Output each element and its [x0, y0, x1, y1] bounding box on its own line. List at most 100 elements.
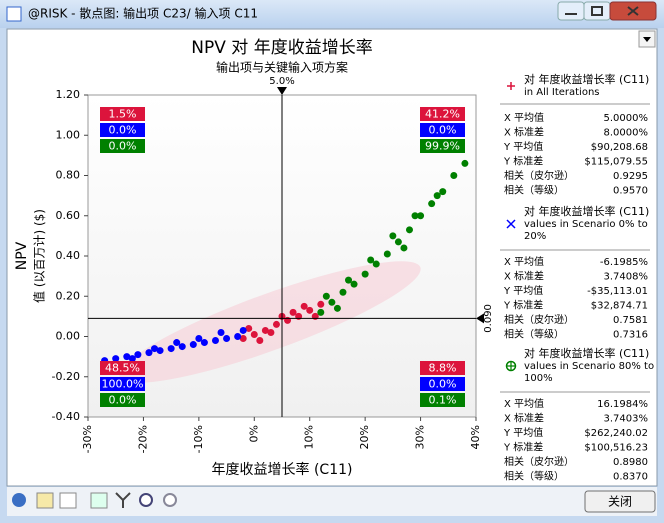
stats-key: X 标准差	[504, 270, 544, 283]
y-tick-label: 0.40	[56, 249, 81, 262]
stats-value: -$35,113.01	[587, 286, 648, 297]
stats-value: 0.8370	[613, 472, 648, 483]
stats-key: X 标准差	[504, 412, 544, 425]
scatter-point	[256, 337, 264, 345]
title-bar	[0, 0, 664, 28]
quadrant-box	[100, 139, 145, 153]
stats-heading: 20%	[524, 231, 546, 242]
crosshair-x-handle	[277, 87, 287, 95]
y-tick-label: 0.20	[56, 289, 81, 302]
stats-key: Y 标准差	[503, 441, 543, 454]
window-title: @RISK - 散点图: 输出项 C23/ 输入项 C11	[28, 6, 258, 21]
quadrant-label: 41.2%	[425, 108, 460, 121]
stats-value: 0.9295	[613, 171, 648, 182]
stats-value: 16.1984%	[597, 399, 648, 410]
x-tick-label: 20%	[358, 425, 371, 449]
quadrant-label: 48.5%	[105, 362, 140, 375]
stats-heading: 对 年度收益增长率 (C11)	[524, 72, 649, 86]
quadrant-label: 0.0%	[109, 124, 137, 137]
scatter-point	[361, 270, 369, 278]
stats-heading: 100%	[524, 373, 553, 384]
crosshair-y-handle	[476, 313, 484, 324]
scatter-point	[134, 351, 142, 359]
scatter-point	[339, 288, 347, 296]
chart-subtitle: 输出项与关键输入项方案	[216, 60, 348, 75]
close-button[interactable]	[584, 490, 656, 513]
scatter-point	[461, 159, 469, 167]
dropdown-arrow	[643, 37, 651, 42]
stats-value: 0.8980	[613, 457, 648, 468]
report-button[interactable]	[59, 492, 77, 509]
scatter-point	[439, 188, 447, 196]
stats-key: 相关（等级）	[504, 328, 564, 341]
scatter-point	[450, 172, 458, 179]
scatter-point	[178, 343, 186, 351]
scatter-point	[128, 355, 136, 363]
quadrant-label: 99.9%	[425, 140, 460, 153]
y-tick-label: -0.40	[52, 410, 80, 423]
quadrant-label: 0.0%	[429, 124, 457, 137]
scatter-point	[345, 276, 353, 284]
scatter-point	[189, 341, 197, 349]
stats-value: $262,240.02	[584, 428, 648, 439]
scatter-point	[417, 212, 425, 220]
zoom-in-button[interactable]	[139, 493, 153, 507]
quadrant-box	[420, 107, 465, 121]
stats-heading: in All Iterations	[524, 87, 600, 98]
stats-heading: 对 年度收益增长率 (C11)	[524, 346, 649, 360]
stats-key: Y 平均值	[503, 426, 543, 439]
scatter-point	[389, 232, 397, 240]
export-button[interactable]	[90, 492, 108, 509]
scatter-point	[156, 347, 164, 355]
stats-heading: values in Scenario 80% to	[524, 361, 654, 372]
maximize-button[interactable]	[583, 1, 611, 21]
chart-type-button[interactable]	[36, 492, 54, 509]
zoom-out-button[interactable]	[163, 493, 177, 507]
legend-symbol	[506, 219, 516, 229]
scatter-point	[333, 304, 341, 312]
y-axis-sublabel: 值 (以百万计) ($)	[32, 209, 47, 303]
scatter-point	[372, 260, 380, 268]
y-tick-label: 0.00	[56, 330, 81, 343]
quadrant-box	[100, 377, 145, 391]
y-tick-label: 0.80	[56, 169, 81, 182]
quadrant-box	[100, 123, 145, 137]
scatter-point	[400, 244, 408, 252]
scatter-point	[123, 353, 131, 361]
filter-button[interactable]	[115, 492, 131, 508]
stats-key: X 标准差	[504, 126, 544, 139]
plot-layer: -0.40 -0.20 0.00 0.20 0.40 0.60 0.80 1.00 1.20 -3…	[52, 76, 494, 453]
scatter-point	[173, 339, 181, 347]
x-tick-label: -30%	[81, 425, 94, 453]
scatter-point	[328, 298, 336, 306]
stats-key: Y 平均值	[503, 284, 543, 297]
scatter-point	[151, 345, 159, 353]
app-icon	[6, 6, 22, 22]
scatter-point	[200, 339, 208, 347]
stats-value: 8.0000%	[604, 128, 649, 139]
help-button[interactable]	[12, 493, 26, 507]
stats-key: Y 平均值	[503, 140, 543, 153]
stats-key: X 平均值	[504, 255, 544, 268]
crosshair-x-label: 5.0%	[269, 76, 294, 87]
minimize-button[interactable]	[557, 1, 585, 21]
scatter-point	[317, 300, 325, 308]
stats-key: X 平均值	[504, 397, 544, 410]
y-tick-label: 1.20	[56, 88, 81, 101]
stats-key: 相关（等级）	[504, 184, 564, 197]
x-tick-label: 0%	[247, 425, 260, 442]
stats-heading: 对 年度收益增长率 (C11)	[524, 204, 649, 218]
scatter-point	[394, 238, 402, 246]
scatter-point	[300, 302, 308, 310]
quadrant-label: 0.0%	[109, 394, 137, 407]
quadrant-label: 0.1%	[429, 394, 457, 407]
scatter-point	[167, 345, 175, 353]
stats-value: 3.7403%	[604, 414, 649, 425]
stats-value: $100,516.23	[584, 443, 648, 454]
scatter-point	[428, 200, 436, 208]
scatter-point	[267, 328, 275, 336]
quadrant-label: 0.0%	[429, 378, 457, 391]
scatter-point	[239, 335, 247, 343]
